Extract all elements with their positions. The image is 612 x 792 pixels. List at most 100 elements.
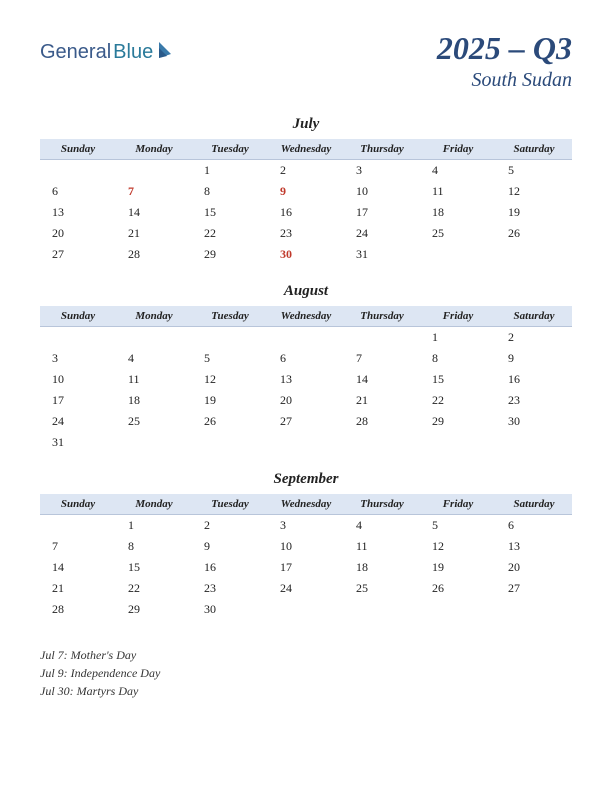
calendar-cell (192, 432, 268, 453)
calendar-cell: 15 (116, 557, 192, 578)
calendar-row: 24252627282930 (40, 411, 572, 432)
calendar-cell: 10 (344, 181, 420, 202)
calendar-cell: 23 (496, 390, 572, 411)
day-header: Monday (116, 306, 192, 327)
calendar-cell: 25 (420, 223, 496, 244)
calendar-cell: 4 (420, 160, 496, 182)
calendar-cell: 10 (40, 369, 116, 390)
calendar-cell: 8 (192, 181, 268, 202)
calendar-row: 17181920212223 (40, 390, 572, 411)
calendar-cell: 31 (344, 244, 420, 265)
calendar-row: 31 (40, 432, 572, 453)
month-block: SeptemberSundayMondayTuesdayWednesdayThu… (40, 471, 572, 620)
calendar-row: 123456 (40, 515, 572, 537)
calendar-cell: 12 (496, 181, 572, 202)
calendar-cell (116, 327, 192, 349)
calendar-cell (496, 244, 572, 265)
month-block: AugustSundayMondayTuesdayWednesdayThursd… (40, 283, 572, 453)
calendar-cell (344, 327, 420, 349)
day-header: Thursday (344, 139, 420, 160)
title-block: 2025 – Q3 South Sudan (437, 30, 572, 92)
logo-text-blue: Blue (113, 41, 153, 64)
calendar-cell: 3 (344, 160, 420, 182)
calendar-cell: 15 (192, 202, 268, 223)
calendar-cell (420, 432, 496, 453)
calendar-cell: 11 (344, 536, 420, 557)
calendar-cell (116, 432, 192, 453)
calendar-cell: 9 (496, 348, 572, 369)
calendar-cell: 4 (116, 348, 192, 369)
calendar-cell: 21 (344, 390, 420, 411)
country-title: South Sudan (437, 69, 572, 92)
calendar-cell: 21 (40, 578, 116, 599)
calendar-cell: 9 (192, 536, 268, 557)
calendar-cell: 12 (192, 369, 268, 390)
calendar-cell: 25 (344, 578, 420, 599)
calendar-cell: 3 (268, 515, 344, 537)
logo-sail-icon (157, 40, 175, 65)
calendar-cell: 19 (496, 202, 572, 223)
calendar-cell: 31 (40, 432, 116, 453)
holiday-entry: Jul 7: Mother's Day (40, 646, 572, 664)
calendar-cell: 29 (192, 244, 268, 265)
calendar-cell: 30 (268, 244, 344, 265)
calendar-cell (268, 432, 344, 453)
calendar-cell: 14 (344, 369, 420, 390)
calendar-cell: 26 (496, 223, 572, 244)
calendar-cell: 29 (420, 411, 496, 432)
calendar-cell: 28 (116, 244, 192, 265)
calendar-cell: 21 (116, 223, 192, 244)
calendar-cell: 11 (420, 181, 496, 202)
calendar-cell: 11 (116, 369, 192, 390)
calendar-cell (496, 599, 572, 620)
calendar-cell: 14 (40, 557, 116, 578)
calendar-row: 282930 (40, 599, 572, 620)
calendar-cell: 18 (420, 202, 496, 223)
calendar-cell: 7 (344, 348, 420, 369)
calendar-cell: 18 (116, 390, 192, 411)
logo: General Blue (40, 40, 175, 65)
calendar-cell: 2 (268, 160, 344, 182)
calendar-row: 21222324252627 (40, 578, 572, 599)
day-header: Monday (116, 139, 192, 160)
day-header: Sunday (40, 139, 116, 160)
day-header: Friday (420, 139, 496, 160)
calendar-row: 12 (40, 327, 572, 349)
holidays-list: Jul 7: Mother's DayJul 9: Independence D… (40, 646, 572, 700)
calendar-row: 2728293031 (40, 244, 572, 265)
calendar-cell: 16 (268, 202, 344, 223)
calendar-cell (420, 599, 496, 620)
day-header: Thursday (344, 494, 420, 515)
calendar-cell: 27 (268, 411, 344, 432)
day-header: Wednesday (268, 306, 344, 327)
holiday-entry: Jul 30: Martyrs Day (40, 682, 572, 700)
calendar-cell (344, 432, 420, 453)
calendar-table: SundayMondayTuesdayWednesdayThursdayFrid… (40, 306, 572, 453)
calendar-cell: 17 (40, 390, 116, 411)
calendar-row: 13141516171819 (40, 202, 572, 223)
calendar-cell: 24 (40, 411, 116, 432)
calendar-cell: 22 (192, 223, 268, 244)
calendar-cell: 1 (420, 327, 496, 349)
day-header: Tuesday (192, 306, 268, 327)
calendar-table: SundayMondayTuesdayWednesdayThursdayFrid… (40, 139, 572, 265)
calendar-row: 3456789 (40, 348, 572, 369)
calendar-cell: 2 (192, 515, 268, 537)
quarter-title: 2025 – Q3 (437, 30, 572, 67)
calendar-cell: 5 (420, 515, 496, 537)
calendar-cell: 28 (344, 411, 420, 432)
day-header: Tuesday (192, 139, 268, 160)
calendar-table: SundayMondayTuesdayWednesdayThursdayFrid… (40, 494, 572, 620)
day-header: Monday (116, 494, 192, 515)
calendar-row: 78910111213 (40, 536, 572, 557)
calendar-cell: 22 (116, 578, 192, 599)
calendar-cell: 15 (420, 369, 496, 390)
day-header: Sunday (40, 494, 116, 515)
calendar-cell: 19 (420, 557, 496, 578)
calendar-cell: 4 (344, 515, 420, 537)
day-header: Tuesday (192, 494, 268, 515)
logo-text-general: General (40, 41, 111, 64)
calendar-cell: 27 (496, 578, 572, 599)
calendar-cell: 17 (344, 202, 420, 223)
calendar-cell: 18 (344, 557, 420, 578)
